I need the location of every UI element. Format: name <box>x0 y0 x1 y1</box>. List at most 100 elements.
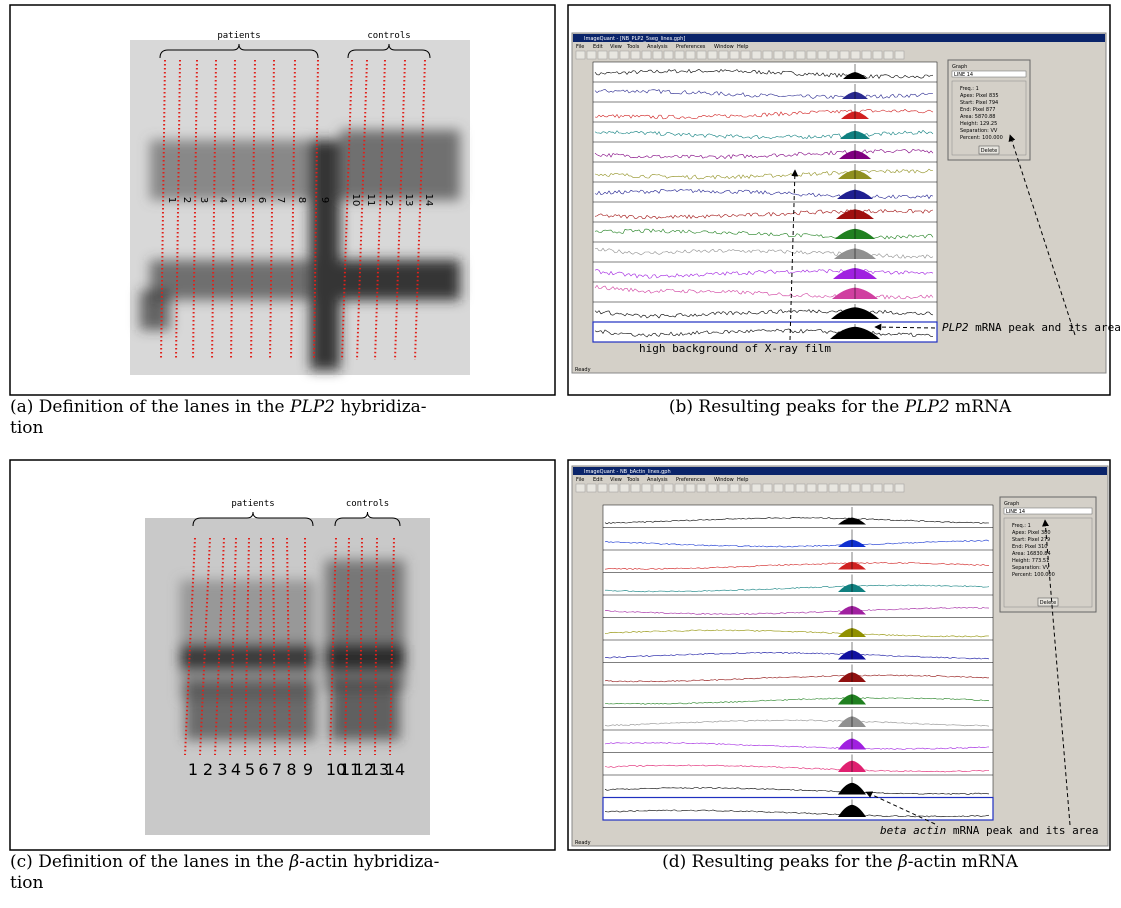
toolbar-button[interactable] <box>696 483 707 493</box>
toolbar-button[interactable] <box>707 483 718 493</box>
caption: tion <box>10 418 44 438</box>
toolbar-button[interactable] <box>674 50 685 60</box>
toolbar-button[interactable] <box>850 50 861 60</box>
toolbar-button[interactable] <box>894 483 905 493</box>
lane-line <box>199 537 211 756</box>
lane-number: 3 <box>217 760 227 779</box>
toolbar-button[interactable] <box>828 483 839 493</box>
menu-item[interactable]: Edit <box>593 477 603 483</box>
toolbar-button[interactable] <box>619 483 630 493</box>
toolbar-button[interactable] <box>883 483 894 493</box>
toolbar-button[interactable] <box>861 483 872 493</box>
toolbar-button[interactable] <box>729 483 740 493</box>
toolbar-button[interactable] <box>806 50 817 60</box>
toolbar-button[interactable] <box>784 483 795 493</box>
toolbar-button[interactable] <box>630 483 641 493</box>
menu-item[interactable]: Analysis <box>647 477 668 483</box>
caption-part: (c) Definition of the lanes in the <box>10 852 289 872</box>
lane-line <box>184 537 196 756</box>
toolbar-button[interactable] <box>608 483 619 493</box>
toolbar-button[interactable] <box>729 50 740 60</box>
toolbar-button[interactable] <box>817 483 828 493</box>
toolbar-button[interactable] <box>707 50 718 60</box>
toolbar-button[interactable] <box>894 50 905 60</box>
toolbar-button[interactable] <box>718 50 729 60</box>
toolbar-button[interactable] <box>641 50 652 60</box>
toolbar-button[interactable] <box>795 483 806 493</box>
menu-item[interactable]: Window <box>714 44 734 50</box>
toolbar-button[interactable] <box>872 483 883 493</box>
delete-button[interactable] <box>1037 597 1059 607</box>
info-row: Area: 5870.88 <box>960 114 995 120</box>
toolbar-button[interactable] <box>575 50 586 60</box>
toolbar-button[interactable] <box>817 50 828 60</box>
toolbar-button[interactable] <box>586 483 597 493</box>
toolbar-button[interactable] <box>597 483 608 493</box>
lane-number: 9 <box>319 197 330 203</box>
toolbar-button[interactable] <box>773 483 784 493</box>
trace <box>594 309 934 319</box>
toolbar-button[interactable] <box>762 483 773 493</box>
lane-number: 4 <box>217 197 228 203</box>
toolbar-button[interactable] <box>762 50 773 60</box>
toolbar-button[interactable] <box>696 50 707 60</box>
toolbar-button[interactable] <box>839 50 850 60</box>
lane-number: 14 <box>385 760 405 779</box>
trace <box>604 607 990 615</box>
lane-number: 14 <box>423 194 434 207</box>
toolbar-button[interactable] <box>773 50 784 60</box>
dropdown-value: LINE 14 <box>954 72 973 78</box>
menu-item[interactable]: View <box>610 477 622 483</box>
lane-number: 11 <box>340 760 360 779</box>
menu-item[interactable]: Help <box>737 477 748 483</box>
toolbar-button[interactable] <box>630 50 641 60</box>
toolbar-button[interactable] <box>608 50 619 60</box>
menu-item[interactable]: Window <box>714 477 734 483</box>
toolbar-button[interactable] <box>751 50 762 60</box>
toolbar-button[interactable] <box>674 483 685 493</box>
toolbar-button[interactable] <box>740 483 751 493</box>
trace <box>604 719 990 727</box>
toolbar-button[interactable] <box>685 483 696 493</box>
menu-item[interactable]: Tools <box>626 477 640 483</box>
toolbar-button[interactable] <box>663 50 674 60</box>
menu-item[interactable]: Edit <box>593 44 603 50</box>
lane-line <box>359 537 363 756</box>
blot-image <box>130 40 470 375</box>
toolbar-button[interactable] <box>641 483 652 493</box>
toolbar-button[interactable] <box>718 483 729 493</box>
delete-button[interactable] <box>978 145 1000 155</box>
toolbar-button[interactable] <box>828 50 839 60</box>
inspector-title: Graph <box>952 64 967 70</box>
toolbar-button[interactable] <box>619 50 630 60</box>
toolbar-button[interactable] <box>740 50 751 60</box>
toolbar-button[interactable] <box>652 50 663 60</box>
lane-number: 9 <box>303 760 313 779</box>
toolbar-button[interactable] <box>806 483 817 493</box>
toolbar-button[interactable] <box>685 50 696 60</box>
toolbar-button[interactable] <box>850 483 861 493</box>
menu-item[interactable]: Help <box>737 44 748 50</box>
menu-item[interactable]: Preferences <box>676 477 706 483</box>
toolbar-button[interactable] <box>872 50 883 60</box>
toolbar-button[interactable] <box>586 50 597 60</box>
toolbar-button[interactable] <box>575 483 586 493</box>
toolbar-button[interactable] <box>597 50 608 60</box>
menu-item[interactable]: View <box>610 44 622 50</box>
dropdown[interactable] <box>1003 507 1093 515</box>
toolbar-button[interactable] <box>663 483 674 493</box>
menu-item[interactable]: Preferences <box>676 44 706 50</box>
toolbar-button[interactable] <box>861 50 872 60</box>
toolbar-button[interactable] <box>751 483 762 493</box>
menu-item[interactable]: Tools <box>626 44 640 50</box>
menu-item[interactable]: Analysis <box>647 44 668 50</box>
dropdown[interactable] <box>951 70 1027 78</box>
toolbar-button[interactable] <box>839 483 850 493</box>
toolbar-button[interactable] <box>784 50 795 60</box>
trace <box>594 208 934 220</box>
toolbar-button[interactable] <box>652 483 663 493</box>
toolbar-button[interactable] <box>795 50 806 60</box>
menu-item[interactable]: File <box>576 477 584 483</box>
menu-item[interactable]: File <box>576 44 584 50</box>
toolbar-button[interactable] <box>883 50 894 60</box>
